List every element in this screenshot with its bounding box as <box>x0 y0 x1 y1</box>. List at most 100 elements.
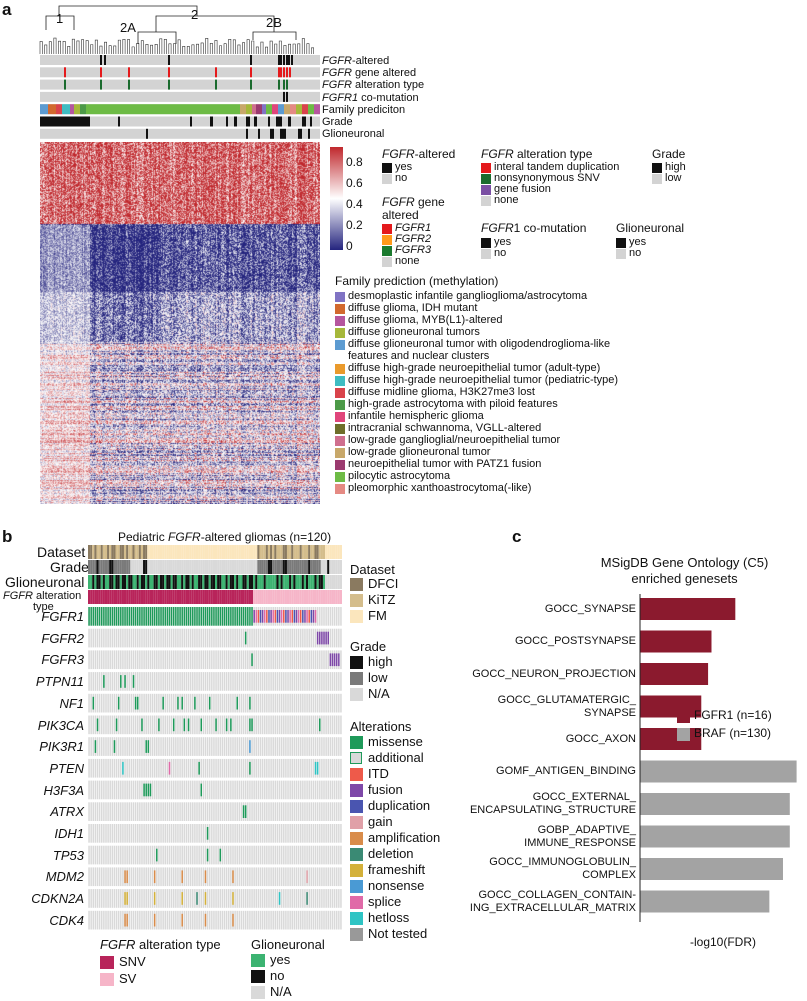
gene-cell <box>168 715 171 735</box>
gene-cell <box>257 824 260 843</box>
gene-cell <box>323 737 325 756</box>
gene-cell <box>113 758 116 778</box>
grade-cell <box>191 560 194 574</box>
mutation-mark <box>143 783 145 797</box>
dataset-cell <box>278 545 281 559</box>
gene-cell <box>272 737 274 756</box>
gene-cell <box>340 628 342 648</box>
gene-cell <box>149 802 152 821</box>
gene-cell <box>329 628 332 648</box>
gene-label: PTPN11 <box>35 674 84 690</box>
gene-cell <box>145 889 147 908</box>
gene-cell <box>115 650 118 670</box>
gene-cell <box>128 845 131 865</box>
mutation-mark <box>96 718 99 732</box>
gene-cell <box>130 802 133 821</box>
gene-cell <box>208 845 211 865</box>
gene-cell <box>109 693 111 713</box>
dendro-label-2: 2 <box>191 7 199 22</box>
gene-cell <box>316 867 319 887</box>
gene-cell <box>141 672 143 691</box>
gene-cell <box>206 889 209 908</box>
gene-cell <box>192 824 194 843</box>
glio-cell <box>299 575 302 589</box>
gene-cell <box>132 780 135 800</box>
gene-cell <box>107 628 109 648</box>
mutation-mark <box>204 870 207 884</box>
track-background <box>40 116 320 127</box>
gene-cell <box>255 802 258 821</box>
grade-cell <box>185 560 188 574</box>
grade-cell <box>98 560 101 574</box>
gene-cell <box>120 628 122 648</box>
gene-cell <box>145 628 147 648</box>
glio-cell <box>212 575 215 589</box>
alt-type-cell <box>102 590 105 604</box>
alt-type-cell <box>293 590 296 604</box>
gene-cell <box>136 824 139 843</box>
legend-swatch <box>335 448 345 458</box>
gene-cell <box>228 845 230 865</box>
gene-cell <box>266 910 268 930</box>
alt-type-cell <box>185 590 188 604</box>
grade-cell <box>282 560 285 574</box>
gene-cell <box>132 715 135 735</box>
mutation-mark <box>287 610 289 623</box>
gene-cell <box>331 715 334 735</box>
gene-cell <box>160 650 162 670</box>
grade-cell <box>265 560 268 574</box>
gene-cell <box>242 715 245 735</box>
gene-cell <box>109 650 111 670</box>
gene-cell <box>327 737 329 756</box>
gene-cell <box>92 650 95 670</box>
gene-cell <box>253 693 255 713</box>
gene-cell <box>183 889 186 908</box>
gene-cell <box>238 715 241 735</box>
glio-cell <box>318 575 321 589</box>
gene-cell <box>134 758 137 778</box>
gene-cell <box>223 715 226 735</box>
gene-cell <box>278 672 281 691</box>
gene-cell <box>232 737 234 756</box>
gene-cell <box>143 889 145 908</box>
geneset-bar <box>640 728 702 750</box>
gene-cell <box>185 802 188 821</box>
gene-cell <box>189 758 192 778</box>
gene-cell <box>278 845 281 865</box>
gene-cell <box>185 845 188 865</box>
gene-cell <box>153 824 156 843</box>
gene-cell <box>96 672 99 691</box>
gene-cell <box>280 693 283 713</box>
gene-cell <box>177 824 179 843</box>
glio-cell <box>310 575 313 589</box>
dataset-cell <box>155 545 158 559</box>
gene-cell <box>257 867 260 887</box>
gene-cell <box>175 910 177 930</box>
gene-cell <box>319 737 321 756</box>
track-mark <box>286 79 288 90</box>
gene-cell <box>319 802 321 821</box>
gene-cell <box>295 845 298 865</box>
gene-cell <box>312 845 315 865</box>
gene-cell <box>103 824 105 843</box>
gene-cell <box>312 910 315 930</box>
glio-cell <box>217 575 220 589</box>
dendro-leaf <box>113 45 117 54</box>
grade-cell <box>159 560 163 574</box>
gene-cell <box>128 693 131 713</box>
gene-cell <box>274 867 277 887</box>
dataset-cell <box>231 545 235 559</box>
gene-cell <box>338 628 340 648</box>
alt-type-cell <box>270 590 273 604</box>
gene-cell <box>166 802 169 821</box>
gene-cell <box>302 628 304 648</box>
gene-cell <box>253 824 255 843</box>
legend-swatch <box>335 376 345 386</box>
mutation-mark <box>130 607 133 626</box>
dendro-leaf <box>219 45 222 54</box>
gene-cell <box>325 607 327 626</box>
dendro-label-1: 1 <box>56 11 64 26</box>
gene-cell <box>234 758 236 778</box>
gene-cell <box>128 780 131 800</box>
gene-cell <box>228 628 230 648</box>
